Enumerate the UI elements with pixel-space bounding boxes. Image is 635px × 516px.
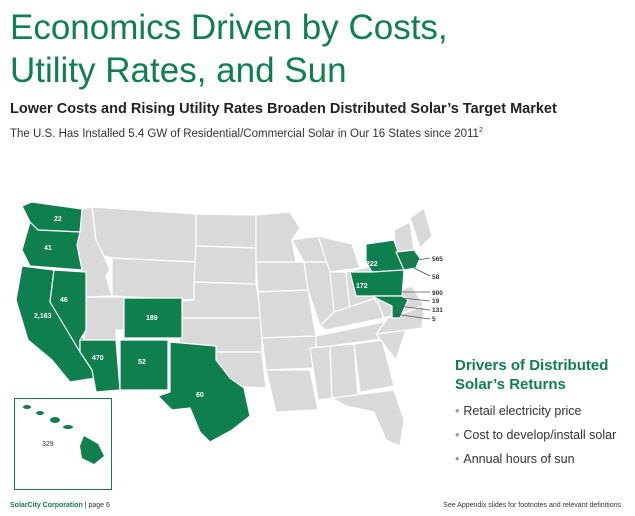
title-line-1: Economics Driven by Costs, (10, 8, 448, 47)
value-hawaii: 329 (42, 441, 54, 448)
state-hawaii (23, 405, 104, 464)
state-maine (409, 207, 433, 249)
bullet-icon: • (455, 428, 460, 442)
non-highlighted-states (76, 206, 433, 447)
state-pennsylvania (349, 269, 405, 297)
state-wyoming (111, 257, 197, 301)
state-massachusetts-ct-ri (395, 249, 421, 271)
callout-value: 565 (432, 256, 443, 263)
driver-label: Retail electricity price (463, 404, 582, 418)
state-oregon (21, 221, 83, 271)
callout-value: 5 (432, 316, 436, 323)
northeast-callout-lines (393, 257, 431, 320)
state-montana (91, 206, 197, 263)
list-item: • Annual hours of sun (455, 452, 635, 466)
state-florida (331, 389, 405, 447)
state-colorado (123, 297, 183, 339)
page-number: | page 6 (84, 502, 110, 509)
state-missouri (257, 289, 317, 339)
installed-note-text: The U.S. Has Installed 5.4 GW of Residen… (10, 127, 479, 140)
highlighted-states (15, 201, 421, 443)
drivers-title-line-1: Drivers of Distributed (455, 357, 609, 374)
footer-company: SolarCity Corporation | page 6 (10, 502, 110, 509)
hawaii-inset-frame (14, 398, 112, 490)
state-nebraska (181, 281, 263, 319)
state-minnesota (255, 211, 301, 263)
drivers-title-line-2: Solar’s Returns (455, 376, 566, 393)
callout-value: 131 (432, 307, 443, 314)
value-pennsylvania: 172 (356, 283, 368, 290)
footer-disclaimer: See Appendix slides for footnotes and re… (443, 502, 621, 509)
state-utah (83, 296, 129, 341)
value-colorado: 189 (146, 315, 158, 322)
callout-value: 900 (432, 290, 443, 297)
value-texas: 60 (196, 392, 204, 399)
value-arizona: 470 (92, 355, 104, 362)
value-new-york: 222 (366, 261, 378, 268)
state-texas (157, 341, 251, 443)
title-line-2: Utility Rates, and Sun (10, 51, 347, 90)
northeast-callout-values: 565 58 900 19 131 5 (432, 256, 443, 323)
bullet-icon: • (455, 452, 460, 466)
list-item: • Retail electricity price (455, 404, 635, 418)
state-south-dakota (193, 245, 257, 285)
value-new-mexico: 52 (138, 359, 146, 366)
state-alabama (329, 343, 359, 399)
drivers-list: • Retail electricity price • Cost to devel… (455, 404, 635, 466)
state-arizona (79, 339, 121, 393)
state-michigan (317, 235, 361, 273)
callout-value: 58 (432, 274, 440, 281)
state-north-dakota (195, 213, 257, 249)
value-california: 2,163 (34, 313, 52, 320)
drivers-title: Drivers of Distributed Solar’s Returns (455, 356, 635, 394)
state-georgia (353, 339, 395, 393)
company-name: SolarCity Corporation (10, 502, 83, 509)
installed-note: The U.S. Has Installed 5.4 GW of Residen… (10, 127, 483, 140)
state-iowa (255, 261, 309, 293)
state-arkansas (261, 335, 317, 371)
footnote-marker: 2 (478, 127, 483, 134)
value-washington: 22 (54, 216, 62, 223)
subtitle: Lower Costs and Rising Utility Rates Bro… (10, 101, 557, 117)
state-louisiana (265, 369, 319, 413)
driver-label: Cost to develop/install solar (463, 428, 617, 442)
page-title: Economics Driven by Costs, Utility Rates… (10, 6, 610, 92)
value-nevada: 46 (60, 297, 68, 304)
bullet-icon: • (455, 404, 460, 418)
list-item: • Cost to develop/install solar (455, 428, 635, 442)
value-oregon: 41 (44, 245, 52, 252)
state-new-jersey-md-de (371, 295, 409, 319)
drivers-panel: Drivers of Distributed Solar’s Returns •… (455, 356, 635, 476)
callout-value: 19 (432, 298, 440, 305)
state-new-mexico (119, 339, 169, 391)
driver-label: Annual hours of sun (463, 452, 575, 466)
